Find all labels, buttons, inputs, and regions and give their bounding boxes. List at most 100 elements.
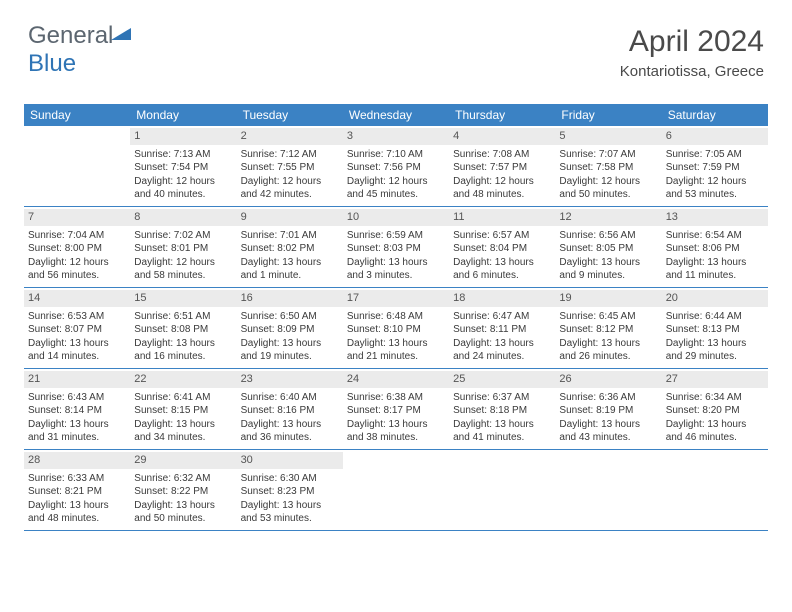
- day-cell: 25Sunrise: 6:37 AMSunset: 8:18 PMDayligh…: [449, 369, 555, 449]
- day-number: 9: [237, 209, 343, 226]
- daylight-text: Daylight: 13 hours and 14 minutes.: [28, 337, 126, 364]
- day-cell: 16 Sunrise: 6:50 AMSunset: 8:09 PMDayligh…: [237, 288, 343, 368]
- sunrise-text: Sunrise: 6:40 AM: [241, 391, 339, 405]
- sunrise-text: Sunrise: 6:44 AM: [666, 310, 764, 324]
- day-number: 14: [24, 290, 130, 307]
- sunrise-text: Sunrise: 6:34 AM: [666, 391, 764, 405]
- sunset-text: Sunset: 8:06 PM: [666, 242, 764, 256]
- sunrise-text: Sunrise: 7:02 AM: [134, 229, 232, 243]
- daylight-text: Daylight: 12 hours and 45 minutes.: [347, 175, 445, 202]
- day-number: 12: [555, 209, 661, 226]
- day-cell: .: [343, 450, 449, 530]
- sunset-text: Sunset: 7:59 PM: [666, 161, 764, 175]
- daylight-text: Daylight: 13 hours and 19 minutes.: [241, 337, 339, 364]
- day-number: 20: [662, 290, 768, 307]
- sunset-text: Sunset: 8:21 PM: [28, 485, 126, 499]
- week-row: 21Sunrise: 6:43 AMSunset: 8:14 PMDayligh…: [24, 369, 768, 450]
- sunrise-text: Sunrise: 6:30 AM: [241, 472, 339, 486]
- day-cell: 8Sunrise: 7:02 AMSunset: 8:01 PMDaylight…: [130, 207, 236, 287]
- day-cell: .: [662, 450, 768, 530]
- day-cell: 27Sunrise: 6:34 AMSunset: 8:20 PMDayligh…: [662, 369, 768, 449]
- day-cell: 6Sunrise: 7:05 AMSunset: 7:59 PMDaylight…: [662, 126, 768, 206]
- day-cell: 19Sunrise: 6:45 AMSunset: 8:12 PMDayligh…: [555, 288, 661, 368]
- sunset-text: Sunset: 8:09 PM: [241, 323, 339, 337]
- sunrise-text: Sunrise: 6:32 AM: [134, 472, 232, 486]
- sunset-text: Sunset: 8:02 PM: [241, 242, 339, 256]
- sunrise-text: Sunrise: 6:50 AM: [241, 310, 339, 324]
- daylight-text: Daylight: 12 hours and 53 minutes.: [666, 175, 764, 202]
- sunset-text: Sunset: 8:01 PM: [134, 242, 232, 256]
- sunset-text: Sunset: 8:13 PM: [666, 323, 764, 337]
- day-cell: 5Sunrise: 7:07 AMSunset: 7:58 PMDaylight…: [555, 126, 661, 206]
- daylight-text: Daylight: 13 hours and 46 minutes.: [666, 418, 764, 445]
- weekday-thu: Thursday: [449, 104, 555, 126]
- daylight-text: Daylight: 13 hours and 41 minutes.: [453, 418, 551, 445]
- sunset-text: Sunset: 8:14 PM: [28, 404, 126, 418]
- sunset-text: Sunset: 8:05 PM: [559, 242, 657, 256]
- day-cell: 14Sunrise: 6:53 AMSunset: 8:07 PMDayligh…: [24, 288, 130, 368]
- weekday-sun: Sunday: [24, 104, 130, 126]
- sunset-text: Sunset: 7:56 PM: [347, 161, 445, 175]
- daylight-text: Daylight: 13 hours and 29 minutes.: [666, 337, 764, 364]
- sunrise-text: Sunrise: 6:47 AM: [453, 310, 551, 324]
- sunset-text: Sunset: 8:15 PM: [134, 404, 232, 418]
- daylight-text: Daylight: 13 hours and 34 minutes.: [134, 418, 232, 445]
- day-cell: .: [555, 450, 661, 530]
- day-number: 27: [662, 371, 768, 388]
- brand-logo: General Blue: [28, 22, 133, 78]
- day-number: 2: [237, 128, 343, 145]
- week-row: 28Sunrise: 6:33 AMSunset: 8:21 PMDayligh…: [24, 450, 768, 531]
- daylight-text: Daylight: 13 hours and 6 minutes.: [453, 256, 551, 283]
- sunset-text: Sunset: 8:03 PM: [347, 242, 445, 256]
- daylight-text: Daylight: 12 hours and 58 minutes.: [134, 256, 232, 283]
- day-cell: 21Sunrise: 6:43 AMSunset: 8:14 PMDayligh…: [24, 369, 130, 449]
- sunrise-text: Sunrise: 7:04 AM: [28, 229, 126, 243]
- sunset-text: Sunset: 7:55 PM: [241, 161, 339, 175]
- sunset-text: Sunset: 8:00 PM: [28, 242, 126, 256]
- day-cell: 30Sunrise: 6:30 AMSunset: 8:23 PMDayligh…: [237, 450, 343, 530]
- sunrise-text: Sunrise: 7:01 AM: [241, 229, 339, 243]
- calendar: Sunday Monday Tuesday Wednesday Thursday…: [24, 104, 768, 531]
- day-cell: 1Sunrise: 7:13 AMSunset: 7:54 PMDaylight…: [130, 126, 236, 206]
- daylight-text: Daylight: 13 hours and 1 minute.: [241, 256, 339, 283]
- location: Kontariotissa, Greece: [620, 63, 764, 80]
- sunrise-text: Sunrise: 6:45 AM: [559, 310, 657, 324]
- day-cell: 24Sunrise: 6:38 AMSunset: 8:17 PMDayligh…: [343, 369, 449, 449]
- sunset-text: Sunset: 8:11 PM: [453, 323, 551, 337]
- sunrise-text: Sunrise: 7:13 AM: [134, 148, 232, 162]
- daylight-text: Daylight: 12 hours and 40 minutes.: [134, 175, 232, 202]
- day-number: 7: [24, 209, 130, 226]
- sunrise-text: Sunrise: 6:41 AM: [134, 391, 232, 405]
- sunrise-text: Sunrise: 7:10 AM: [347, 148, 445, 162]
- day-number: 4: [449, 128, 555, 145]
- page-title: April 2024: [620, 25, 764, 59]
- weekday-header: Sunday Monday Tuesday Wednesday Thursday…: [24, 104, 768, 126]
- day-cell: 3Sunrise: 7:10 AMSunset: 7:56 PMDaylight…: [343, 126, 449, 206]
- sunrise-text: Sunrise: 7:08 AM: [453, 148, 551, 162]
- sunrise-text: Sunrise: 6:48 AM: [347, 310, 445, 324]
- daylight-text: Daylight: 13 hours and 31 minutes.: [28, 418, 126, 445]
- day-cell: 26Sunrise: 6:36 AMSunset: 8:19 PMDayligh…: [555, 369, 661, 449]
- sunset-text: Sunset: 8:16 PM: [241, 404, 339, 418]
- daylight-text: Daylight: 13 hours and 9 minutes.: [559, 256, 657, 283]
- page-title-block: April 2024 Kontariotissa, Greece: [620, 25, 764, 80]
- day-number: 13: [662, 209, 768, 226]
- sunset-text: Sunset: 7:58 PM: [559, 161, 657, 175]
- daylight-text: Daylight: 13 hours and 11 minutes.: [666, 256, 764, 283]
- sunrise-text: Sunrise: 7:07 AM: [559, 148, 657, 162]
- day-number: 29: [130, 452, 236, 469]
- sunset-text: Sunset: 8:18 PM: [453, 404, 551, 418]
- brand-part1: General: [28, 22, 113, 49]
- sunrise-text: Sunrise: 6:56 AM: [559, 229, 657, 243]
- day-cell: 10Sunrise: 6:59 AMSunset: 8:03 PMDayligh…: [343, 207, 449, 287]
- day-cell: 4Sunrise: 7:08 AMSunset: 7:57 PMDaylight…: [449, 126, 555, 206]
- day-number: 17: [343, 290, 449, 307]
- day-cell: 18Sunrise: 6:47 AMSunset: 8:11 PMDayligh…: [449, 288, 555, 368]
- day-cell: 20 Sunrise: 6:44 AMSunset: 8:13 PMDayligh…: [662, 288, 768, 368]
- weekday-mon: Monday: [130, 104, 236, 126]
- day-number: 16: [237, 290, 343, 307]
- sunrise-text: Sunrise: 6:38 AM: [347, 391, 445, 405]
- sunset-text: Sunset: 8:22 PM: [134, 485, 232, 499]
- sunset-text: Sunset: 8:19 PM: [559, 404, 657, 418]
- day-number: 25: [449, 371, 555, 388]
